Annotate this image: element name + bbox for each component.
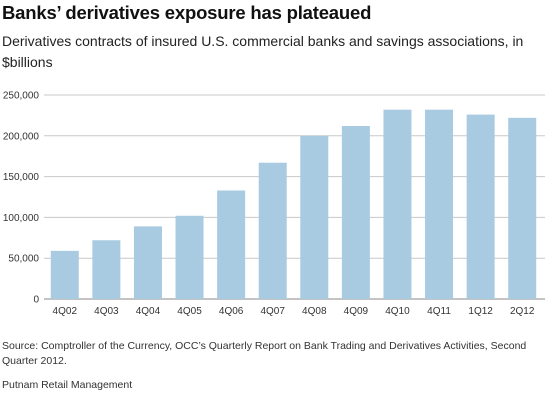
bars bbox=[50, 109, 537, 300]
x-tick-label: 4Q03 bbox=[94, 306, 119, 317]
x-tick-label: 4Q05 bbox=[177, 306, 202, 317]
x-tick-label: 4Q08 bbox=[302, 306, 327, 317]
x-tick-label: 4Q06 bbox=[219, 306, 244, 317]
y-tick-label: 50,000 bbox=[8, 254, 39, 265]
x-tick-label: 2Q12 bbox=[510, 306, 535, 317]
x-tick-label: 4Q09 bbox=[344, 306, 369, 317]
chart-subtitle: Derivatives contracts of insured U.S. co… bbox=[2, 33, 524, 70]
bar-4q09 bbox=[341, 126, 370, 299]
bar-4q05 bbox=[175, 215, 204, 299]
bar-1q12 bbox=[466, 114, 495, 299]
bar-4q08 bbox=[300, 135, 329, 299]
source-note: Source: Comptroller of the Currency, OCC… bbox=[2, 340, 527, 367]
bar-4q04 bbox=[133, 226, 162, 299]
x-axis: 4Q02 4Q03 4Q04 4Q05 4Q06 4Q07 4Q08 4Q09 4Q10 4Q11… bbox=[53, 306, 535, 317]
y-tick-label: 200,000 bbox=[3, 131, 40, 142]
bar-4q10 bbox=[383, 109, 412, 299]
y-tick-label: 250,000 bbox=[3, 91, 40, 102]
x-tick-label: 4Q07 bbox=[260, 306, 285, 317]
x-tick-label: 1Q12 bbox=[468, 306, 493, 317]
y-tick-label: 0 bbox=[33, 295, 39, 306]
credit-line: Putnam Retail Management bbox=[2, 379, 133, 391]
gridlines bbox=[44, 94, 545, 300]
y-axis: 0 50,000 100,000 150,000 200,000 250,000 bbox=[3, 91, 40, 306]
bar-chart: 0 50,000 100,000 150,000 200,000 250,000 4Q02… bbox=[3, 91, 545, 317]
bar-4q06 bbox=[217, 190, 246, 299]
y-tick-label: 150,000 bbox=[3, 172, 40, 183]
bar-4q02 bbox=[50, 250, 79, 299]
bar-4q03 bbox=[92, 240, 121, 299]
bar-4q07 bbox=[258, 162, 287, 299]
bar-4q11 bbox=[425, 109, 454, 299]
x-tick-label: 4Q10 bbox=[385, 306, 410, 317]
y-tick-label: 100,000 bbox=[3, 213, 40, 224]
x-tick-label: 4Q11 bbox=[427, 306, 451, 317]
bar-2q12 bbox=[508, 117, 537, 300]
x-tick-label: 4Q02 bbox=[53, 306, 78, 317]
chart-title: Banks’ derivatives exposure has plateaue… bbox=[2, 2, 372, 23]
x-tick-label: 4Q04 bbox=[136, 306, 161, 317]
